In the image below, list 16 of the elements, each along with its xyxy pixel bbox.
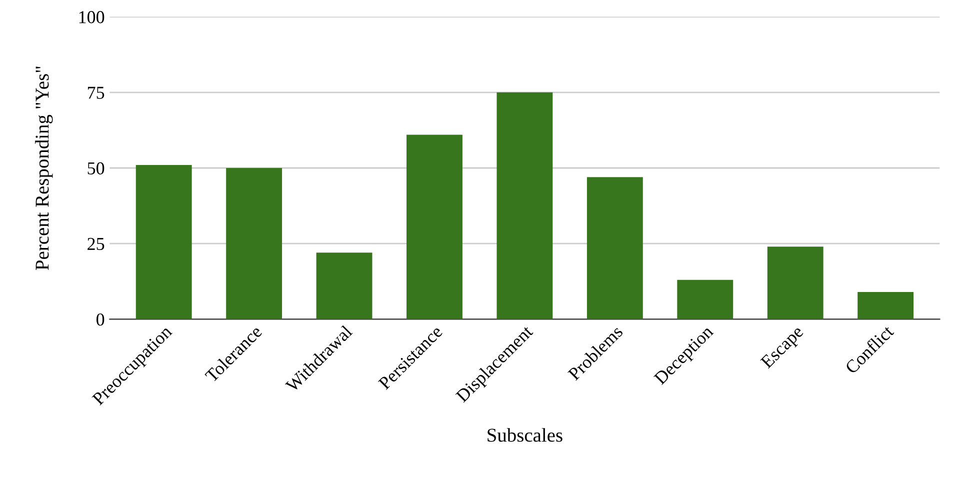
y-tick-label: 75 [88, 86, 104, 99]
bar [767, 246, 824, 320]
y-tick-label: 100 [79, 11, 104, 24]
y-tick-label: 0 [96, 313, 104, 326]
bar [226, 168, 282, 320]
bar [406, 134, 462, 320]
bar [316, 252, 372, 320]
bar [858, 292, 914, 320]
bar [136, 164, 192, 320]
bar [496, 92, 553, 320]
y-tick-label: 50 [88, 162, 104, 174]
y-tick-label: 25 [88, 238, 104, 250]
bar [677, 280, 734, 320]
bar [586, 177, 643, 320]
x-axis-title: Subscales [488, 428, 562, 442]
y-axis-title: Percent Responding "Yes" [35, 66, 53, 270]
